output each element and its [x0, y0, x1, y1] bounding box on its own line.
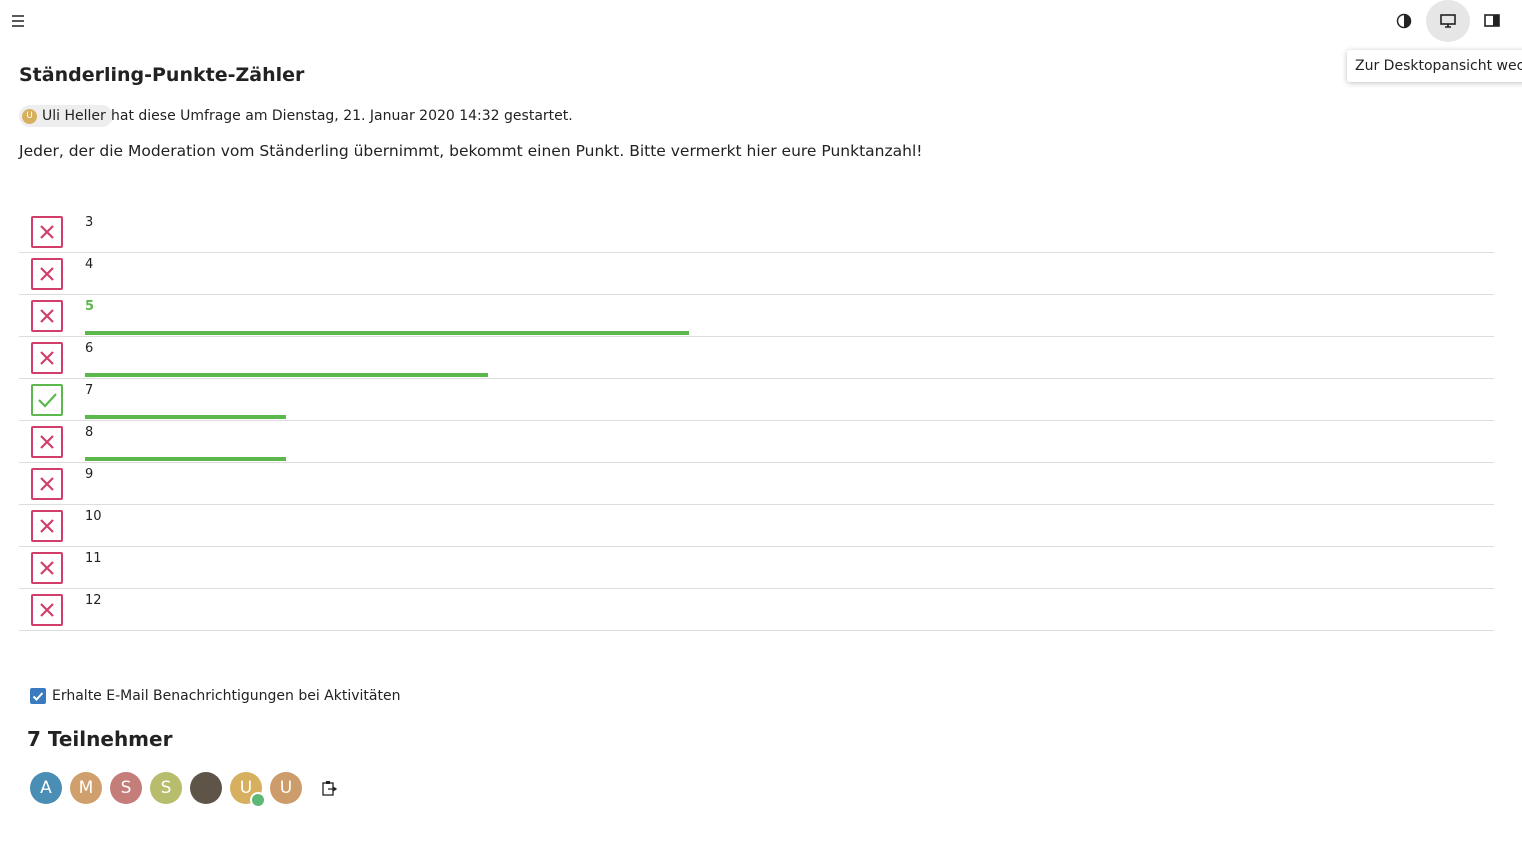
option-row: 9	[19, 462, 1494, 505]
option-label: 9	[85, 467, 94, 482]
vote-bar	[85, 415, 287, 419]
option-row: 6	[19, 336, 1494, 379]
option-label: 4	[85, 257, 94, 272]
avatar: U	[270, 772, 302, 804]
option-row: 11	[19, 546, 1494, 589]
vote-icon[interactable]	[31, 510, 63, 542]
option-label: 12	[85, 593, 102, 608]
notification-toggle[interactable]: Erhalte E-Mail Benachrichtigungen bei Ak…	[30, 688, 400, 704]
participants-title: 7 Teilnehmer	[27, 727, 173, 751]
online-status	[250, 792, 266, 808]
poll-title: Ständerling-Punkte-Zähler	[19, 64, 305, 86]
option-row: 8	[19, 420, 1494, 463]
copy-button[interactable]	[321, 780, 337, 796]
notification-label: Erhalte E-Mail Benachrichtigungen bei Ak…	[52, 688, 401, 704]
owner-chip[interactable]: U Uli Heller	[19, 105, 113, 127]
vote-icon[interactable]	[31, 342, 63, 374]
option-label: 8	[85, 425, 94, 440]
owner-name: Uli Heller	[42, 108, 106, 124]
vote-icon[interactable]	[31, 258, 63, 290]
owner-avatar: U	[22, 108, 37, 124]
poll-started: hat diese Umfrage am Dienstag, 21. Janua…	[111, 108, 573, 124]
vote-icon[interactable]	[31, 300, 63, 332]
vote-icon[interactable]	[31, 594, 63, 626]
vote-bar	[85, 457, 287, 461]
option-label: 11	[85, 551, 102, 566]
option-row: 12	[19, 588, 1494, 631]
option-label: 5	[85, 299, 95, 314]
option-row: 10	[19, 504, 1494, 547]
desktop-icon	[1440, 14, 1456, 28]
vote-icon[interactable]	[31, 384, 63, 416]
option-row: 3	[19, 210, 1494, 253]
option-label: 3	[85, 215, 94, 230]
sidebar-button[interactable]	[1484, 14, 1500, 28]
avatar	[190, 772, 222, 804]
vote-bar	[85, 373, 488, 377]
option-row: 5	[19, 294, 1494, 337]
vote-icon[interactable]	[31, 468, 63, 500]
option-row: 4	[19, 252, 1494, 295]
option-row: 7	[19, 378, 1494, 421]
checkbox[interactable]	[30, 688, 46, 704]
desktop-button[interactable]	[1426, 0, 1470, 42]
avatar: A	[30, 772, 62, 804]
avatar: S	[150, 772, 182, 804]
tooltip: Zur Desktopansicht wechse	[1347, 50, 1522, 82]
theme-button[interactable]	[1396, 13, 1412, 29]
option-label: 7	[85, 383, 94, 398]
vote-icon[interactable]	[31, 216, 63, 248]
option-label: 10	[85, 509, 102, 524]
avatar: U	[230, 772, 266, 808]
poll-description: Jeder, der die Moderation vom Ständerlin…	[19, 142, 923, 160]
avatar: M	[70, 772, 102, 804]
avatar: S	[110, 772, 142, 804]
option-label: 6	[85, 341, 94, 356]
vote-icon[interactable]	[31, 552, 63, 584]
vote-bar	[85, 331, 689, 335]
menu-button[interactable]	[11, 14, 25, 28]
vote-icon[interactable]	[31, 426, 63, 458]
